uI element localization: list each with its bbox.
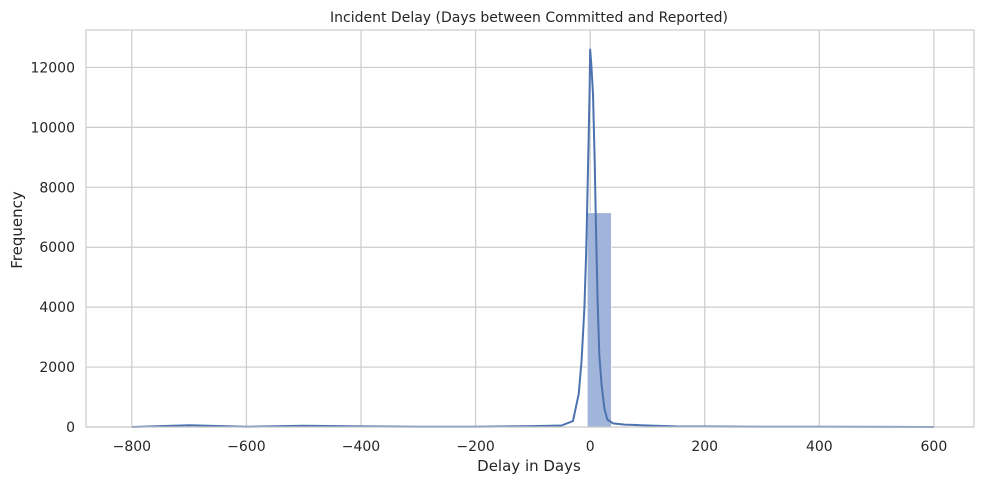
- plot-border: [85, 29, 975, 428]
- x-tick-label: −600: [227, 439, 265, 455]
- x-tick-label: −800: [113, 439, 151, 455]
- x-tick-label: −400: [342, 439, 380, 455]
- x-tick-label: −200: [456, 439, 494, 455]
- x-tick-label: 200: [691, 439, 718, 455]
- y-tick-labels: 0 2000 4000 6000 8000 10000 12000: [30, 60, 75, 436]
- grid-lines: [86, 30, 974, 428]
- x-tick-label: 0: [586, 439, 595, 455]
- x-axis-label: Delay in Days: [477, 457, 581, 475]
- x-tick-label: 400: [806, 439, 833, 455]
- kde-curve: [131, 48, 934, 428]
- y-tick-label: 6000: [39, 240, 75, 256]
- y-tick-label: 4000: [39, 300, 75, 316]
- y-tick-label: 12000: [30, 60, 75, 76]
- y-tick-label: 0: [66, 420, 75, 436]
- x-tick-label: 600: [921, 439, 948, 455]
- y-tick-label: 10000: [30, 120, 75, 136]
- kde-line: [131, 48, 934, 428]
- chart-title: Incident Delay (Days between Committed a…: [330, 10, 728, 26]
- histogram-bar: [586, 212, 612, 428]
- y-axis-label: Frequency: [8, 191, 26, 269]
- axes-frame: [85, 29, 975, 428]
- y-tick-label: 2000: [39, 360, 75, 376]
- y-tick-label: 8000: [39, 180, 75, 196]
- x-tick-labels: −800 −600 −400 −200 0 200 400 600: [113, 439, 948, 455]
